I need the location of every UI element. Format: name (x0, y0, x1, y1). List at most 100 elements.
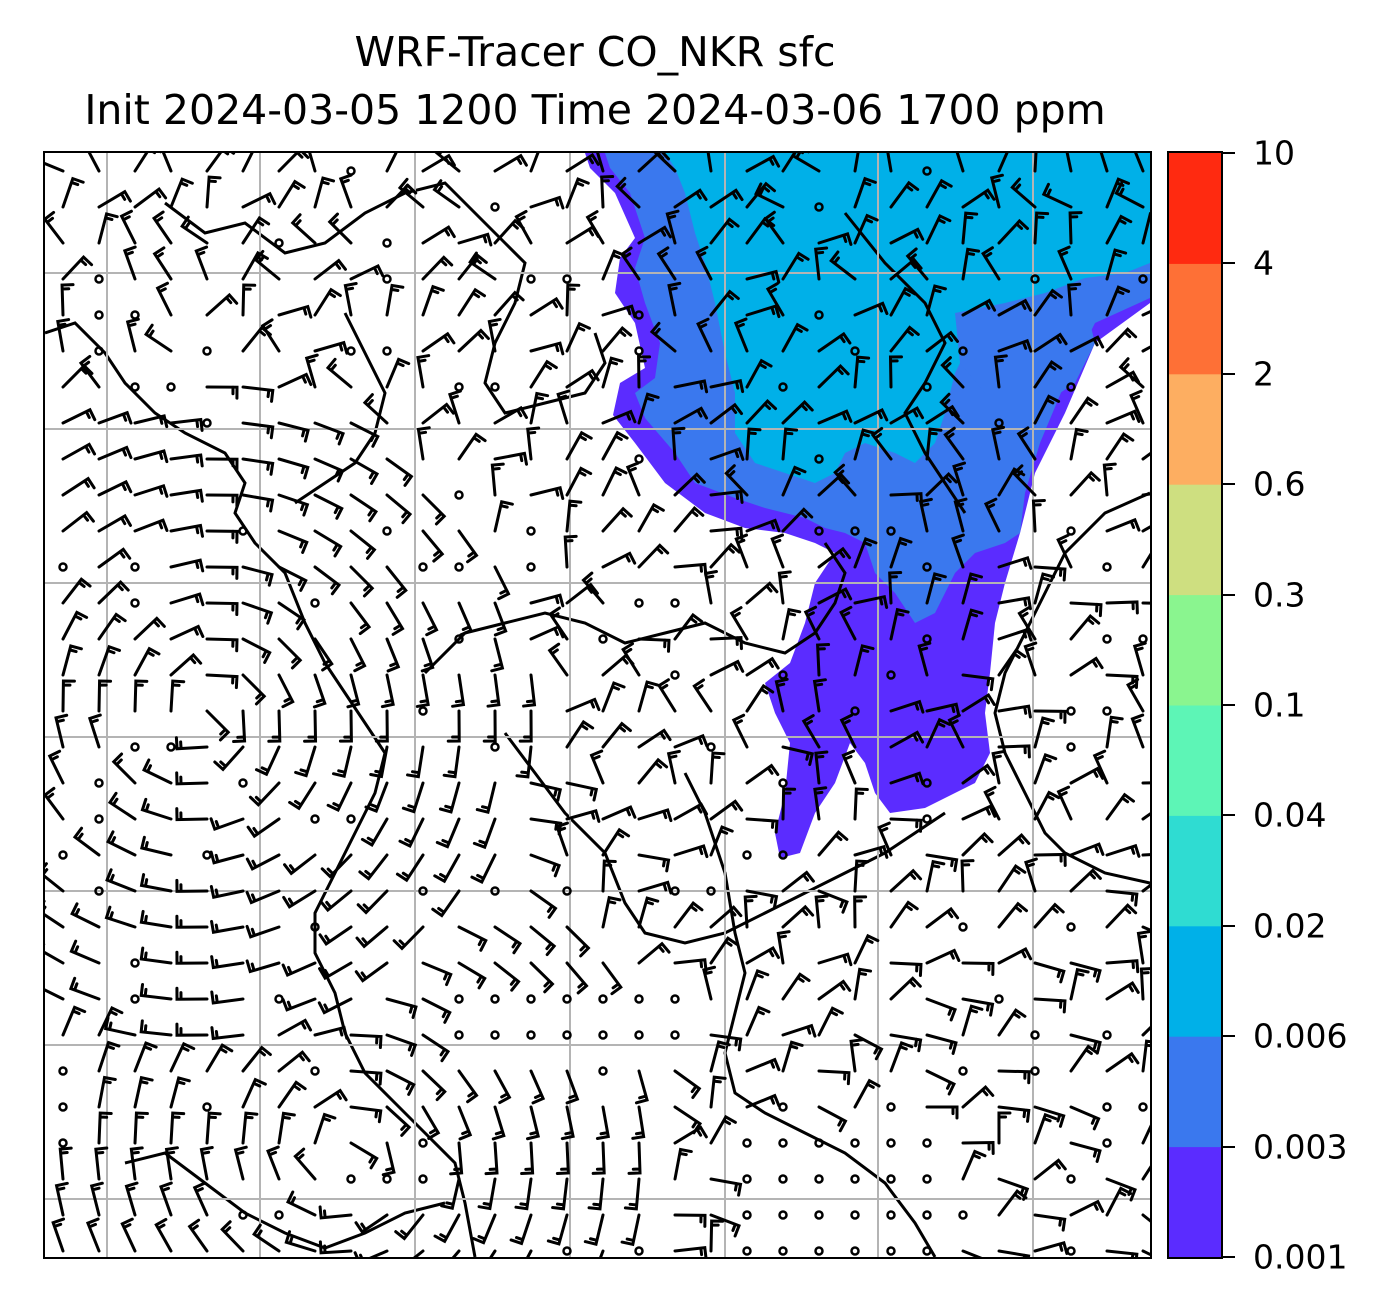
wind-barb (45, 161, 65, 173)
wind-barb (765, 282, 785, 317)
wind-barb (129, 1146, 144, 1181)
wind-barb (1102, 462, 1117, 497)
wind-barb (770, 533, 785, 569)
wind-barb (1024, 857, 1038, 893)
wind-barb (917, 641, 932, 677)
wind-barb (745, 304, 781, 319)
wind-barb (853, 1078, 881, 1109)
wind-barb (161, 153, 173, 173)
wind-barb (709, 636, 743, 651)
wind-barb (889, 976, 922, 1001)
wind-barb (849, 1038, 864, 1073)
wind-barb (925, 213, 952, 245)
wind-barb (801, 714, 821, 749)
wind-barb (164, 1146, 179, 1181)
wind-barb (565, 961, 589, 995)
wind-barb (87, 713, 102, 749)
wind-barb (961, 693, 996, 713)
calm-wind-circle (670, 1030, 680, 1040)
wind-barb (385, 357, 411, 389)
calm-wind-circle (1102, 1030, 1112, 1040)
wind-barb (709, 1177, 743, 1197)
colorbar-tick-mark (1223, 483, 1235, 486)
wind-barb (1141, 525, 1150, 533)
wind-barb (312, 673, 327, 709)
wind-barb (997, 1008, 1027, 1037)
wind-barb (634, 1069, 649, 1105)
wind-barb (277, 153, 310, 173)
wind-barb (781, 1040, 804, 1073)
wind-barb (514, 1177, 533, 1211)
wind-barb (556, 389, 571, 425)
wind-barb (961, 1149, 987, 1181)
calm-wind-circle (814, 1174, 824, 1184)
wind-barb (1033, 394, 1061, 425)
wind-barb (457, 232, 493, 247)
wind-barb (1033, 572, 1056, 605)
calm-wind-circle (130, 958, 140, 968)
wind-barb (853, 644, 875, 677)
wind-barb (1130, 713, 1145, 749)
wind-barb (260, 318, 281, 353)
wind-barb (889, 1033, 923, 1053)
wind-barb (288, 781, 317, 811)
wind-barb (277, 1050, 311, 1073)
wind-barb (374, 709, 389, 743)
wind-barb (1069, 470, 1101, 497)
calm-wind-circle (634, 346, 644, 356)
calm-wind-circle (1066, 706, 1076, 716)
wind-barb (1069, 335, 1105, 353)
wind-barb (673, 1069, 702, 1100)
wind-barb (565, 153, 600, 173)
wind-barb (1126, 678, 1145, 713)
wind-barb (777, 570, 792, 605)
wind-barb (583, 1213, 605, 1246)
wind-barb (61, 577, 92, 605)
wind-barb (833, 463, 857, 497)
plume-level-0.006 (665, 153, 1150, 483)
wind-barb (349, 457, 380, 485)
wind-barb (97, 1040, 121, 1073)
wind-barb (745, 154, 781, 173)
wind-barb (210, 919, 245, 934)
wind-barb (451, 673, 466, 708)
wind-barb (139, 946, 173, 965)
wind-barb (734, 533, 749, 569)
wind-barb (313, 1088, 348, 1109)
wind-barb (889, 868, 923, 893)
wind-barb (943, 426, 965, 461)
colorbar-segment (1169, 1036, 1221, 1148)
wind-barb (925, 948, 961, 965)
wind-barb (817, 830, 849, 857)
wind-barb (253, 249, 281, 281)
wind-barb (61, 363, 94, 389)
wind-barb (888, 355, 903, 389)
wind-barb (103, 1016, 137, 1037)
wind-barb (421, 255, 454, 281)
wind-barb (133, 449, 169, 464)
colorbar-tick-mark (1223, 152, 1235, 154)
calm-wind-circle (670, 598, 680, 608)
wind-barb (451, 1249, 461, 1257)
wind-barb (667, 281, 682, 317)
wind-barb (1105, 1186, 1133, 1217)
wind-barb (981, 246, 1001, 281)
wind-barb (763, 210, 785, 245)
wind-barb (983, 785, 1001, 821)
wind-barb (205, 153, 236, 173)
wind-barb (304, 353, 319, 389)
wind-barb (565, 499, 583, 533)
wind-barb (97, 445, 133, 461)
wind-barb (313, 493, 344, 520)
wind-barb (343, 281, 358, 317)
wind-barb (814, 750, 829, 785)
calm-wind-circle (130, 562, 140, 572)
wind-barb (925, 572, 947, 605)
wind-barb (277, 304, 313, 319)
wind-barb (1141, 812, 1150, 821)
wind-barb (58, 1146, 73, 1181)
wind-barb (139, 1019, 173, 1037)
wind-barb (133, 679, 149, 713)
wind-barb (380, 673, 395, 709)
calm-wind-circle (94, 346, 104, 356)
